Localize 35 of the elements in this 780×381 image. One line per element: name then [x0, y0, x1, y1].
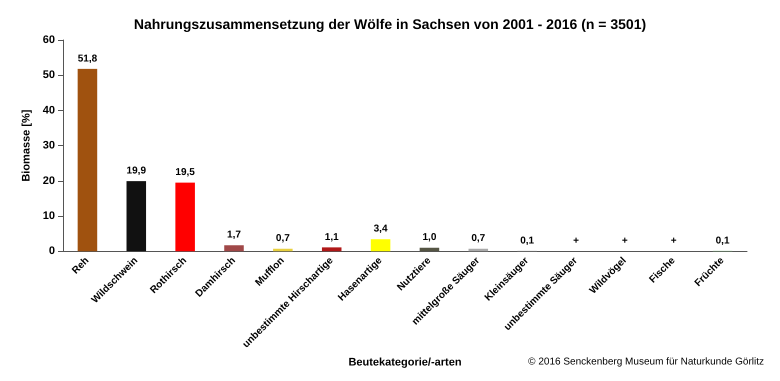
bar	[175, 182, 195, 252]
bar	[78, 68, 98, 252]
y-tick-label: 40	[42, 104, 55, 116]
y-tick-label: 60	[42, 34, 55, 46]
text: © 2016 Senckenberg Museum für Naturkunde Görlitz	[528, 356, 764, 368]
bar	[273, 248, 293, 252]
data-label: 19,5	[175, 167, 196, 178]
bar	[224, 245, 244, 252]
data-label: 19,9	[126, 166, 146, 177]
data-label: 0,7	[471, 233, 486, 244]
data-label: 0,1	[716, 235, 730, 246]
y-tick-label: 0	[48, 245, 55, 258]
y-axis-title: Biomasse [%]	[20, 109, 32, 182]
bar	[370, 239, 390, 252]
data-label: 0,1	[520, 235, 535, 246]
data-label: +	[670, 236, 677, 247]
bar	[126, 181, 146, 252]
data-label: 1,1	[324, 232, 340, 243]
y-tick-label: 20	[42, 174, 55, 187]
x-axis-title: Beutekategorie/-arten	[348, 356, 462, 368]
data-label: +	[622, 236, 628, 247]
data-label: 51,8	[78, 53, 98, 64]
data-label: 0,7	[276, 233, 290, 244]
bar	[322, 247, 342, 252]
data-label: 3,4	[374, 224, 388, 235]
data-label: 1,0	[422, 232, 437, 244]
chart-title: Nahrungszusammensetzung der Wölfe in Sachsen von 2001 - 2016 (n = 3501)	[134, 16, 646, 32]
y-tick-label: 10	[42, 210, 55, 222]
data-label: +	[573, 236, 580, 247]
x-tick-label: Reh	[70, 255, 92, 276]
bar	[468, 248, 488, 252]
y-tick-label: 30	[42, 140, 55, 152]
bar	[420, 248, 440, 252]
data-label: 1,7	[227, 230, 242, 241]
y-tick-label: 50	[42, 69, 55, 82]
